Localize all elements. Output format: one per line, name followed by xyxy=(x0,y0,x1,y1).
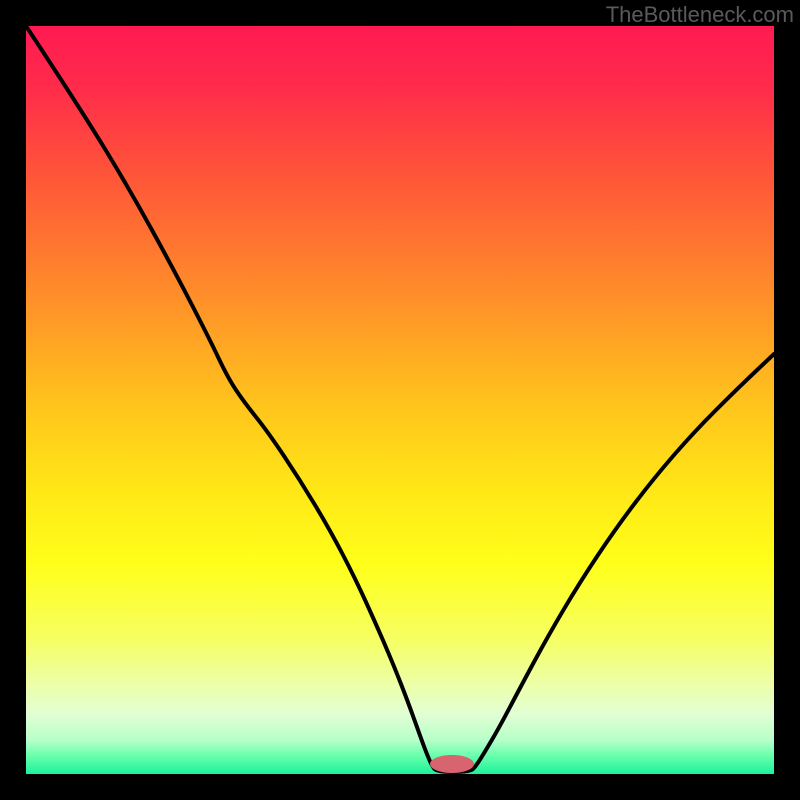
bottleneck-chart: TheBottleneck.com xyxy=(0,0,800,800)
chart-svg: TheBottleneck.com xyxy=(0,0,800,800)
plot-background xyxy=(26,26,774,774)
watermark-label: TheBottleneck.com xyxy=(606,2,794,27)
minimum-marker xyxy=(430,755,474,773)
